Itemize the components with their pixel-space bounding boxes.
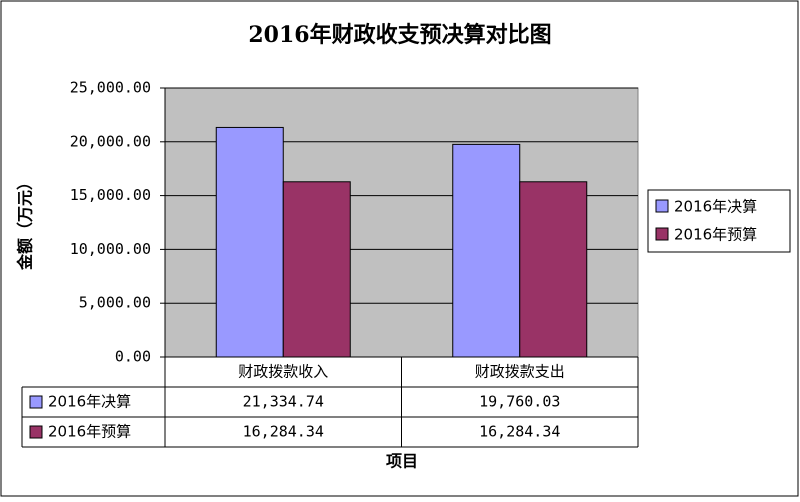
- legend-box: [647, 189, 791, 253]
- legend-key: [655, 199, 669, 213]
- table-series-label: 2016年决算: [48, 393, 131, 411]
- bar: [519, 181, 588, 358]
- legend-key: [655, 227, 669, 241]
- table-series-label: 2016年预算: [48, 423, 131, 441]
- table-value: 16,284.34: [243, 423, 324, 441]
- x-axis-label: 项目: [386, 452, 418, 471]
- table-value: 19,760.03: [479, 393, 560, 411]
- x-tick-label: 财政拨款支出: [475, 363, 565, 381]
- y-tick-label: 0.00: [115, 348, 151, 366]
- legend-key: [29, 425, 43, 439]
- table-value: 16,284.34: [479, 423, 560, 441]
- y-tick-label: 10,000.00: [70, 240, 151, 258]
- y-tick-label: 5,000.00: [79, 294, 151, 312]
- y-axis-label: 金额（万元）: [16, 174, 35, 271]
- bar: [215, 126, 284, 358]
- y-tick-label: 20,000.00: [70, 132, 151, 150]
- y-tick-label: 15,000.00: [70, 186, 151, 204]
- bar: [452, 143, 521, 358]
- bar: [282, 181, 351, 358]
- chart-title: 2016年财政收支预决算对比图: [248, 22, 551, 48]
- x-tick-label: 财政拨款收入: [238, 363, 328, 381]
- legend-label: 2016年预算: [674, 226, 757, 244]
- table-value: 21,334.74: [243, 393, 324, 411]
- legend-key: [29, 395, 43, 409]
- legend-label: 2016年决算: [674, 198, 757, 216]
- y-tick-label: 25,000.00: [70, 79, 151, 97]
